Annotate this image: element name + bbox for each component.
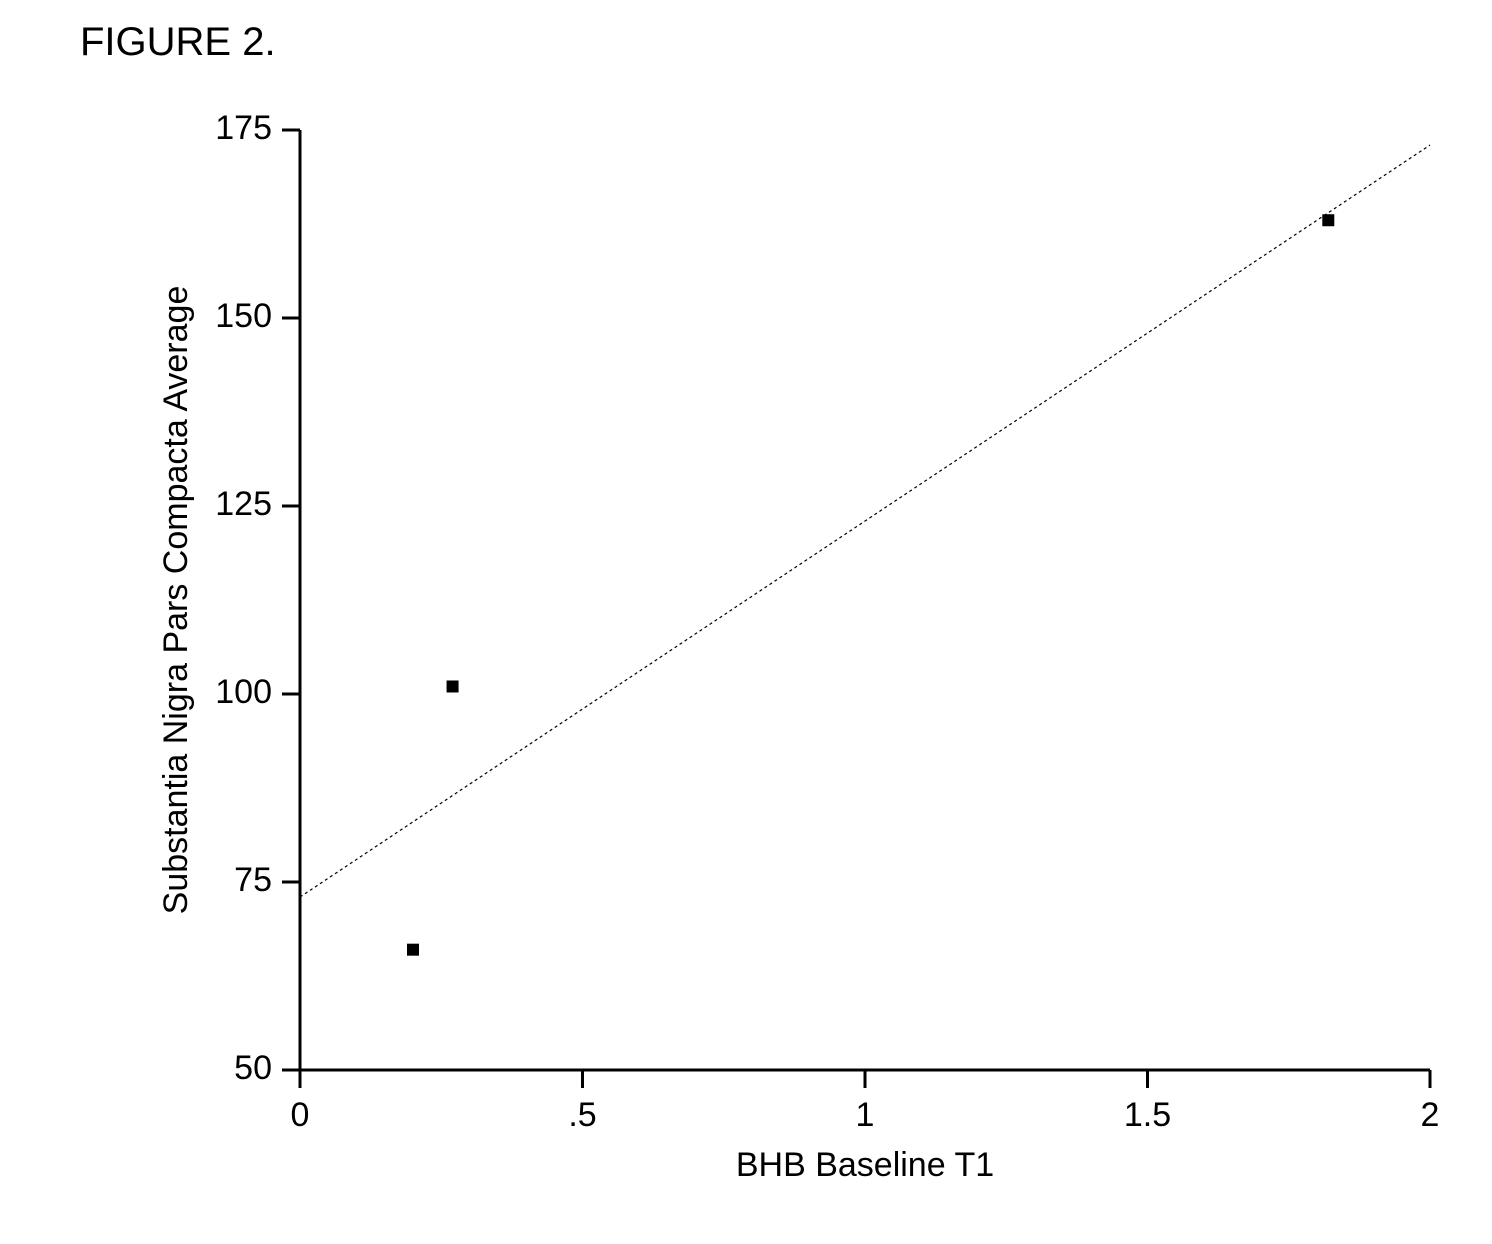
y-tick-label: 150 xyxy=(215,297,272,335)
x-tick-label: 0 xyxy=(291,1096,310,1134)
scatter-chart: 50 75 100 125 150 175 0 .5 1 1.5 2 BHB Baseline T1 S… xyxy=(0,0,1492,1244)
data-point xyxy=(447,680,459,692)
x-tick-label: 1 xyxy=(856,1096,875,1134)
data-point xyxy=(1322,214,1334,226)
x-tick-label: 1.5 xyxy=(1124,1096,1171,1134)
x-tick-label: .5 xyxy=(568,1096,596,1134)
page-root: { "figure_title": { "text": "FIGURE 2.",… xyxy=(0,0,1492,1244)
y-tick-label: 100 xyxy=(215,673,272,711)
y-tick-label: 75 xyxy=(234,861,272,899)
x-axis-label: BHB Baseline T1 xyxy=(736,1146,994,1184)
x-tick-label: 2 xyxy=(1421,1096,1440,1134)
y-tick-label: 50 xyxy=(234,1049,272,1087)
y-tick-label: 175 xyxy=(215,109,272,147)
y-axis-label: Substantia Nigra Pars Compacta Average xyxy=(157,286,195,915)
y-tick-label: 125 xyxy=(215,485,272,523)
regression-line xyxy=(300,145,1430,897)
data-point xyxy=(407,944,419,956)
chart-svg: 50 75 100 125 150 175 0 .5 1 1.5 2 BHB Baseline T1 S… xyxy=(0,0,1492,1244)
